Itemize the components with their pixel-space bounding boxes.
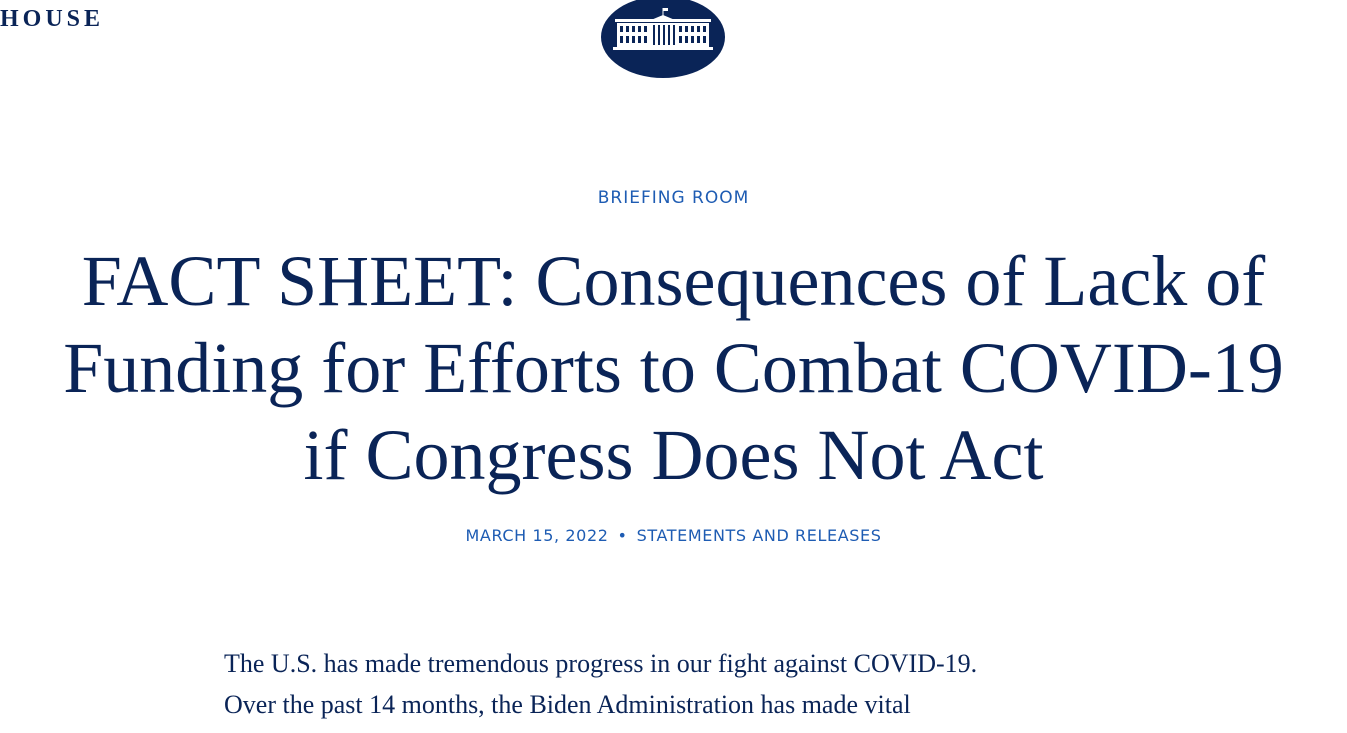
page-title: FACT SHEET: Consequences of Lack of Fund… bbox=[63, 241, 1284, 495]
paragraph-line: Over the past 14 months, the Biden Admin… bbox=[224, 690, 911, 719]
article-meta: MARCH 15, 2022 • STATEMENTS AND RELEASES bbox=[0, 526, 1347, 545]
paragraph-line: The U.S. has made tremendous progress in… bbox=[224, 649, 978, 678]
site-name-link[interactable]: HOUSE bbox=[0, 6, 105, 32]
statements-releases-link[interactable]: STATEMENTS AND RELEASES bbox=[636, 526, 882, 545]
white-house-seal-icon bbox=[601, 0, 725, 78]
article-body: The U.S. has made tremendous progress in… bbox=[224, 643, 1124, 725]
category-link[interactable]: BRIEFING ROOM bbox=[597, 188, 750, 208]
white-house-logo[interactable] bbox=[601, 0, 725, 78]
publish-date: MARCH 15, 2022 bbox=[465, 526, 609, 545]
meta-separator: • bbox=[617, 526, 628, 545]
